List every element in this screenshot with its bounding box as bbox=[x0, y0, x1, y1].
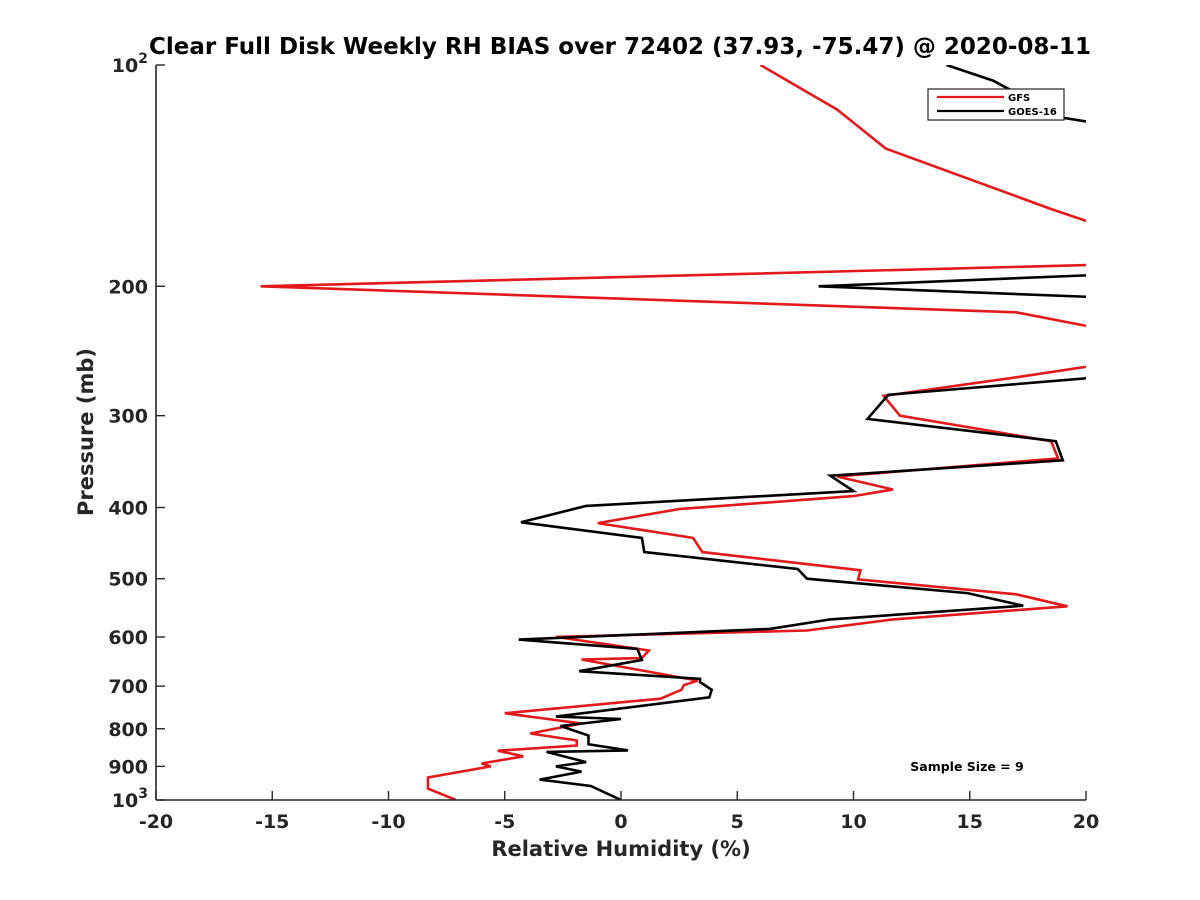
x-tick-label: -15 bbox=[255, 811, 289, 833]
x-tick-label: 20 bbox=[1073, 811, 1099, 833]
y-tick-label: 700 bbox=[108, 676, 148, 698]
x-ticks: -20 -15 -10 -5 0 5 10 15 20 bbox=[139, 791, 1099, 833]
legend-box bbox=[927, 88, 1065, 121]
y-tick-label: 500 bbox=[108, 569, 148, 591]
y-tick-label: 900 bbox=[108, 756, 148, 778]
x-tick-label: 0 bbox=[614, 811, 627, 833]
sample-size-annotation: Sample Size = 9 bbox=[910, 759, 1023, 774]
y-tick-label: 102 bbox=[112, 51, 148, 77]
x-axis-label: Relative Humidity (%) bbox=[491, 837, 750, 861]
x-tick-label: -5 bbox=[494, 811, 515, 833]
x-tick-label: -20 bbox=[139, 811, 173, 833]
y-tick-label: 200 bbox=[108, 276, 148, 298]
x-tick-label: -10 bbox=[371, 811, 405, 833]
series-line-goes-16 bbox=[518, 65, 1086, 800]
y-tick-label: 600 bbox=[108, 627, 148, 649]
legend-label-gfs: GFS bbox=[1008, 93, 1030, 104]
y-tick-label: 800 bbox=[108, 719, 148, 741]
x-tick-label: 15 bbox=[957, 811, 983, 833]
y-tick-label: 103 bbox=[112, 786, 148, 812]
x-tick-label: 5 bbox=[731, 811, 744, 833]
x-tick-label: 10 bbox=[840, 811, 866, 833]
series-layer bbox=[260, 65, 1086, 800]
legend-label-goes-16: GOES-16 bbox=[1008, 107, 1057, 118]
legend: GFS GOES-16 bbox=[927, 88, 1065, 121]
y-ticks: 102 200 300 400 500 600 700 800 900 103 bbox=[108, 51, 165, 812]
y-tick-label: 400 bbox=[108, 498, 148, 520]
chart-title: Clear Full Disk Weekly RH BIAS over 7240… bbox=[149, 34, 1091, 60]
series-line-gfs bbox=[260, 65, 1086, 800]
axes bbox=[155, 65, 1086, 801]
y-tick-label: 300 bbox=[108, 406, 148, 428]
y-axis-label: Pressure (mb) bbox=[74, 348, 98, 516]
